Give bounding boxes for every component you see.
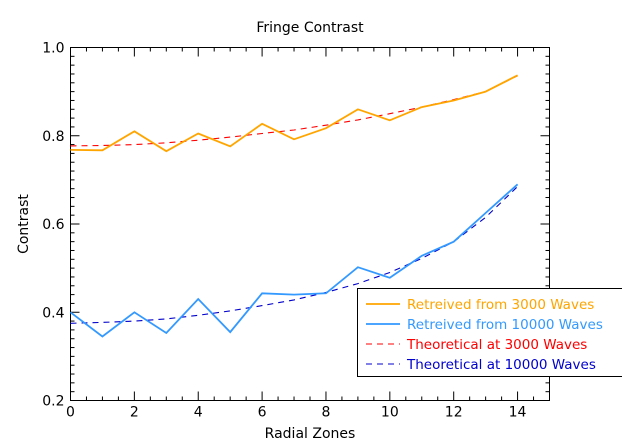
legend-label: Retreived from 10000 Waves bbox=[407, 317, 603, 333]
x-tick-label: 8 bbox=[322, 405, 331, 421]
y-tick-label: 0.4 bbox=[42, 305, 64, 321]
x-tick-label: 6 bbox=[258, 405, 267, 421]
y-axis-title: Contrast bbox=[16, 194, 32, 254]
x-tick-label: 2 bbox=[130, 405, 139, 421]
series-line-0 bbox=[70, 74, 519, 153]
x-tick-label: 10 bbox=[381, 405, 399, 421]
y-tick-label: 0.6 bbox=[42, 217, 64, 233]
series-lines bbox=[69, 74, 519, 338]
x-tick-label: 12 bbox=[445, 405, 463, 421]
series-line-1 bbox=[69, 183, 519, 338]
legend: Retreived from 3000 Waves Retreived from … bbox=[357, 288, 622, 377]
y-tick-label: 0.2 bbox=[42, 394, 64, 410]
series-line-2 bbox=[70, 75, 518, 147]
legend-label: Retreived from 3000 Waves bbox=[407, 297, 594, 313]
legend-label: Theoretical at 3000 Waves bbox=[406, 337, 587, 353]
x-tick-label: 4 bbox=[194, 405, 203, 421]
legend-label: Theoretical at 10000 Waves bbox=[406, 357, 596, 373]
series-line-3 bbox=[70, 186, 518, 324]
axis-ticks: 0 2 4 6 8 10 12 14 0.2 0.4 0.6 0.8 1.0 bbox=[42, 41, 550, 421]
chart-title: Fringe Contrast bbox=[256, 20, 364, 36]
legend-entries: Retreived from 3000 Waves Retreived from … bbox=[366, 297, 603, 373]
x-tick-label: 0 bbox=[66, 405, 75, 421]
y-tick-label: 1.0 bbox=[42, 41, 64, 57]
x-axis-title: Radial Zones bbox=[265, 426, 356, 442]
y-tick-label: 0.8 bbox=[42, 129, 64, 145]
x-tick-label: 14 bbox=[509, 405, 527, 421]
legend-box bbox=[357, 288, 622, 377]
